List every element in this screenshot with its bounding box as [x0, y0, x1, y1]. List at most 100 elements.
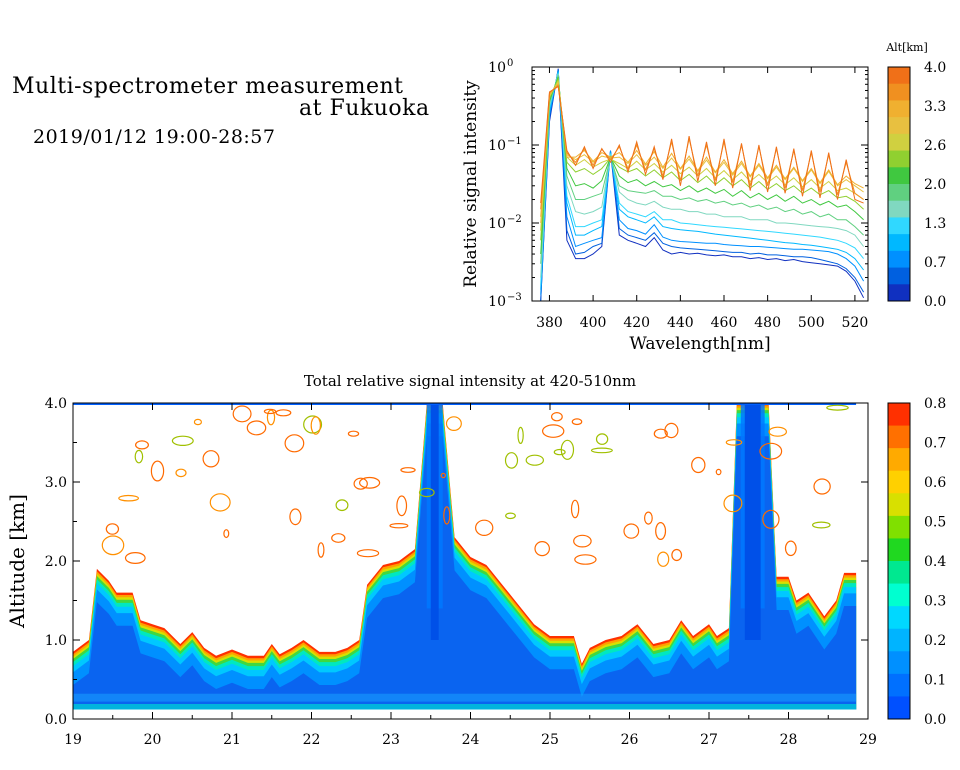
- heatmap-layer-band-5: [73, 413, 857, 710]
- spectrum-line-5: [540, 72, 864, 286]
- intensity-colorbar-swatch: [888, 628, 910, 652]
- spectrum-y-tick-label: 10: [488, 138, 506, 154]
- heatmap-cloud-contour: [551, 412, 563, 422]
- heatmap-cloud-contour: [445, 416, 462, 432]
- heatmap-cloud-contour: [553, 448, 566, 456]
- heatmap-cloud-contour: [595, 433, 609, 445]
- heatmap-title: Total relative signal intensity at 420-5…: [304, 372, 636, 390]
- heatmap-cloud-contour: [275, 409, 292, 417]
- heatmap-cloud-contour: [784, 540, 797, 557]
- intensity-colorbar-label: 0.4: [924, 554, 946, 570]
- heatmap-cloud-contour: [440, 472, 446, 479]
- spectrum-line-12: [540, 83, 864, 217]
- heatmap-cloud-contour: [284, 434, 305, 453]
- heatmap-cloud-contour: [150, 460, 165, 482]
- intensity-colorbar-swatch: [888, 403, 910, 427]
- spectrum-y-tick-exponent: −1: [507, 136, 522, 147]
- heatmap-chart: 19 20 21 22 23 24 25 26 27 28 29 0.0 1.0 2.0 3.0 4.0 To…: [5, 372, 877, 748]
- heatmap-cloud-contour: [232, 405, 252, 423]
- heatmap-cloud-contour: [653, 428, 668, 439]
- heatmap-x-tick-label: 19: [64, 732, 82, 748]
- heatmap-cloud-contour: [263, 408, 277, 415]
- heatmap-cloud-contour: [723, 494, 743, 513]
- spectrum-x-tick-label: 400: [580, 315, 607, 331]
- heatmap-cloud-contour: [517, 426, 524, 444]
- heatmap-y-tick-label: 2.0: [45, 554, 67, 570]
- heatmap-cloud-contour: [317, 542, 325, 558]
- intensity-colorbar-swatch: [888, 673, 910, 697]
- altitude-colorbar-swatch: [888, 284, 910, 302]
- intensity-colorbar-swatch: [888, 651, 910, 675]
- heatmap-cloud-contour: [135, 440, 150, 450]
- intensity-colorbar-frame: [887, 402, 911, 720]
- altitude-colorbar-label: 4.0: [924, 60, 946, 76]
- altitude-colorbar-label: 2.0: [924, 177, 946, 193]
- spectrum-y-tick-label: 10: [488, 294, 506, 310]
- figure-subtitle-location: at Fukuoka: [299, 96, 430, 121]
- intensity-colorbar-swatch: [888, 696, 910, 720]
- heatmap-cloud-contour: [811, 521, 831, 529]
- heatmap-cloud-contour: [813, 478, 831, 495]
- heatmap-cloud-contour: [475, 519, 494, 537]
- intensity-colorbar-swatch: [888, 583, 910, 607]
- altitude-colorbar-swatch: [888, 117, 910, 135]
- heatmap-core-region: [73, 436, 857, 710]
- heatmap-cloud-contour: [105, 523, 120, 535]
- intensity-colorbar-label: 0.7: [924, 436, 946, 452]
- spectrum-line-2: [540, 69, 865, 301]
- altitude-colorbar-swatch: [888, 217, 910, 235]
- intensity-colorbar-label: 0.6: [924, 475, 946, 491]
- spectrum-x-tick-label: 440: [667, 315, 694, 331]
- heatmap-x-tick-label: 22: [303, 732, 321, 748]
- altitude-colorbar-swatch: [888, 234, 910, 252]
- altitude-colorbar-label: 0.0: [924, 294, 946, 310]
- heatmap-cloud-contour: [303, 415, 323, 434]
- heatmap-y-axis-label: Altitude [km]: [5, 494, 29, 629]
- heatmap-x-tick-label: 28: [780, 732, 798, 748]
- heatmap-cloud-contour: [504, 452, 519, 469]
- heatmap-cloud-contour: [623, 523, 640, 539]
- heatmap-plume-core-1: [430, 403, 439, 640]
- altitude-colorbar-swatch: [888, 250, 910, 269]
- heatmap-cloud-contour: [134, 449, 144, 464]
- altitude-colorbar-label: 2.6: [924, 138, 946, 154]
- heatmap-cloud-contour: [571, 418, 583, 426]
- measurement-datetime: 2019/01/12 19:00-28:57: [33, 126, 276, 148]
- heatmap-cloud-contour: [356, 549, 380, 558]
- heatmap-cloud-contour: [289, 508, 302, 526]
- heatmap-cloud-contour: [505, 512, 516, 520]
- heatmap-cloud-contour: [202, 450, 220, 468]
- heatmap-cloud-contour: [175, 468, 187, 478]
- intensity-colorbar-swatch: [888, 561, 910, 585]
- spectrum-line-3: [540, 70, 865, 295]
- heatmap-cloud-contour: [542, 424, 565, 438]
- heatmap-y-tick-label: 4.0: [45, 396, 67, 412]
- intensity-colorbar-label: 0.3: [924, 594, 946, 610]
- heatmap-cloud-contour: [590, 447, 613, 454]
- altitude-colorbar-label: 1.3: [924, 216, 946, 232]
- spectrum-y-axis-label: Relative signal intensity: [461, 80, 481, 288]
- heatmap-cloud-contour: [331, 533, 346, 543]
- spectrum-x-tick-label: 460: [711, 315, 738, 331]
- spectrum-x-axis-label: Wavelength[nm]: [629, 334, 770, 354]
- heatmap-cloud-contour: [691, 456, 706, 474]
- spectrum-line-11: [540, 81, 864, 224]
- heatmap-x-tick-label: 23: [382, 732, 400, 748]
- heatmap-cloud-contour: [400, 467, 416, 473]
- heatmap-cloud-contour: [347, 430, 360, 437]
- altitude-colorbar-frame: [887, 66, 911, 302]
- heatmap-cloud-contour: [573, 534, 592, 548]
- spectrum-line-14: [540, 85, 864, 204]
- heatmap-cloud-contour: [353, 477, 368, 490]
- heatmap-cloud-contour: [725, 439, 743, 446]
- heatmap-x-tick-label: 20: [144, 732, 162, 748]
- heatmap-cloud-contour: [359, 476, 381, 489]
- heatmap-cloud-contour: [762, 509, 780, 529]
- heatmap-cloud-contour: [826, 404, 849, 411]
- spectrum-line-4: [540, 71, 864, 290]
- altitude-colorbar-swatch: [888, 200, 910, 218]
- heatmap-cloud-contour: [443, 506, 451, 525]
- heatmap-y-tick-label: 3.0: [45, 475, 67, 491]
- heatmap-cloud-contour: [671, 548, 683, 562]
- altitude-colorbar-title: Alt[km]: [885, 41, 928, 54]
